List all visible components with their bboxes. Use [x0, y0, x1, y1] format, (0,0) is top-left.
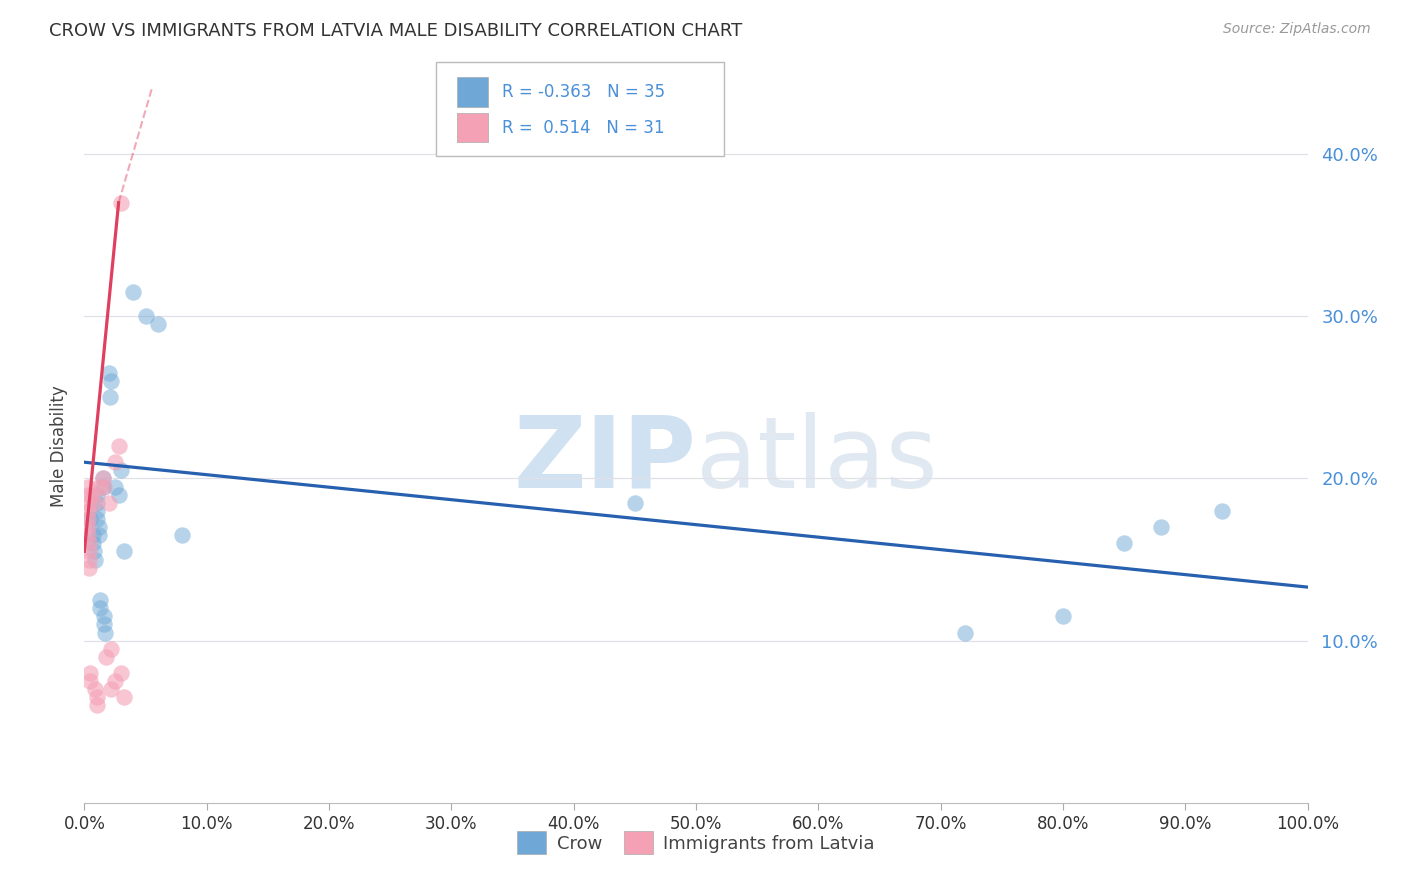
Point [84, 682, 107, 697]
Point [86, 488, 108, 502]
Point [87, 520, 110, 534]
Point [1211, 504, 1233, 518]
Point [96, 649, 118, 664]
Point [86, 504, 108, 518]
Point [172, 528, 194, 542]
Point [89, 593, 111, 607]
Point [77, 520, 100, 534]
Point [82, 528, 104, 542]
Point [86, 690, 108, 705]
Point [1052, 609, 1074, 624]
Point [86, 496, 108, 510]
Point [87, 479, 110, 493]
Text: CROW VS IMMIGRANTS FROM LATVIA MALE DISABILITY CORRELATION CHART: CROW VS IMMIGRANTS FROM LATVIA MALE DISA… [49, 22, 742, 40]
Point [91, 479, 114, 493]
Point [953, 625, 976, 640]
Point [122, 285, 145, 299]
Point [83, 544, 105, 558]
Text: R = -0.363   N = 35: R = -0.363 N = 35 [502, 83, 665, 101]
Point [91, 471, 114, 485]
Legend: Crow, Immigrants from Latvia: Crow, Immigrants from Latvia [510, 824, 882, 862]
Point [77, 479, 100, 493]
Point [97, 496, 120, 510]
Point [110, 195, 132, 210]
Point [624, 496, 647, 510]
Point [77, 560, 100, 574]
Point [94, 625, 117, 640]
Text: atlas: atlas [696, 412, 938, 508]
Point [110, 463, 132, 477]
Y-axis label: Male Disability: Male Disability [51, 385, 69, 507]
Point [93, 609, 115, 624]
Point [100, 374, 122, 388]
Point [97, 366, 120, 380]
Point [84, 552, 107, 566]
Point [112, 690, 135, 705]
Point [82, 536, 104, 550]
Point [77, 504, 100, 518]
Text: R =  0.514   N = 31: R = 0.514 N = 31 [502, 119, 665, 136]
Point [93, 479, 115, 493]
Point [110, 666, 132, 681]
Point [104, 479, 127, 493]
Point [83, 496, 105, 510]
Point [1114, 536, 1136, 550]
Text: Source: ZipAtlas.com: Source: ZipAtlas.com [1223, 22, 1371, 37]
Point [146, 318, 169, 332]
Point [82, 488, 104, 502]
Point [77, 528, 100, 542]
Point [77, 536, 100, 550]
Point [89, 601, 111, 615]
Point [79, 674, 101, 689]
Point [86, 698, 108, 713]
Point [93, 617, 115, 632]
Point [100, 682, 122, 697]
Point [77, 544, 100, 558]
Point [135, 310, 157, 324]
Point [112, 544, 135, 558]
Point [104, 674, 127, 689]
Point [77, 552, 100, 566]
Point [77, 496, 100, 510]
Point [79, 512, 101, 526]
Point [100, 641, 122, 656]
Point [77, 512, 100, 526]
Point [91, 471, 114, 485]
Text: ZIP: ZIP [513, 412, 696, 508]
Point [1150, 520, 1173, 534]
Point [107, 439, 129, 453]
Point [87, 528, 110, 542]
Point [104, 455, 127, 469]
Point [79, 666, 101, 681]
Point [77, 488, 100, 502]
Point [107, 488, 129, 502]
Point [86, 512, 108, 526]
Point [98, 390, 121, 404]
